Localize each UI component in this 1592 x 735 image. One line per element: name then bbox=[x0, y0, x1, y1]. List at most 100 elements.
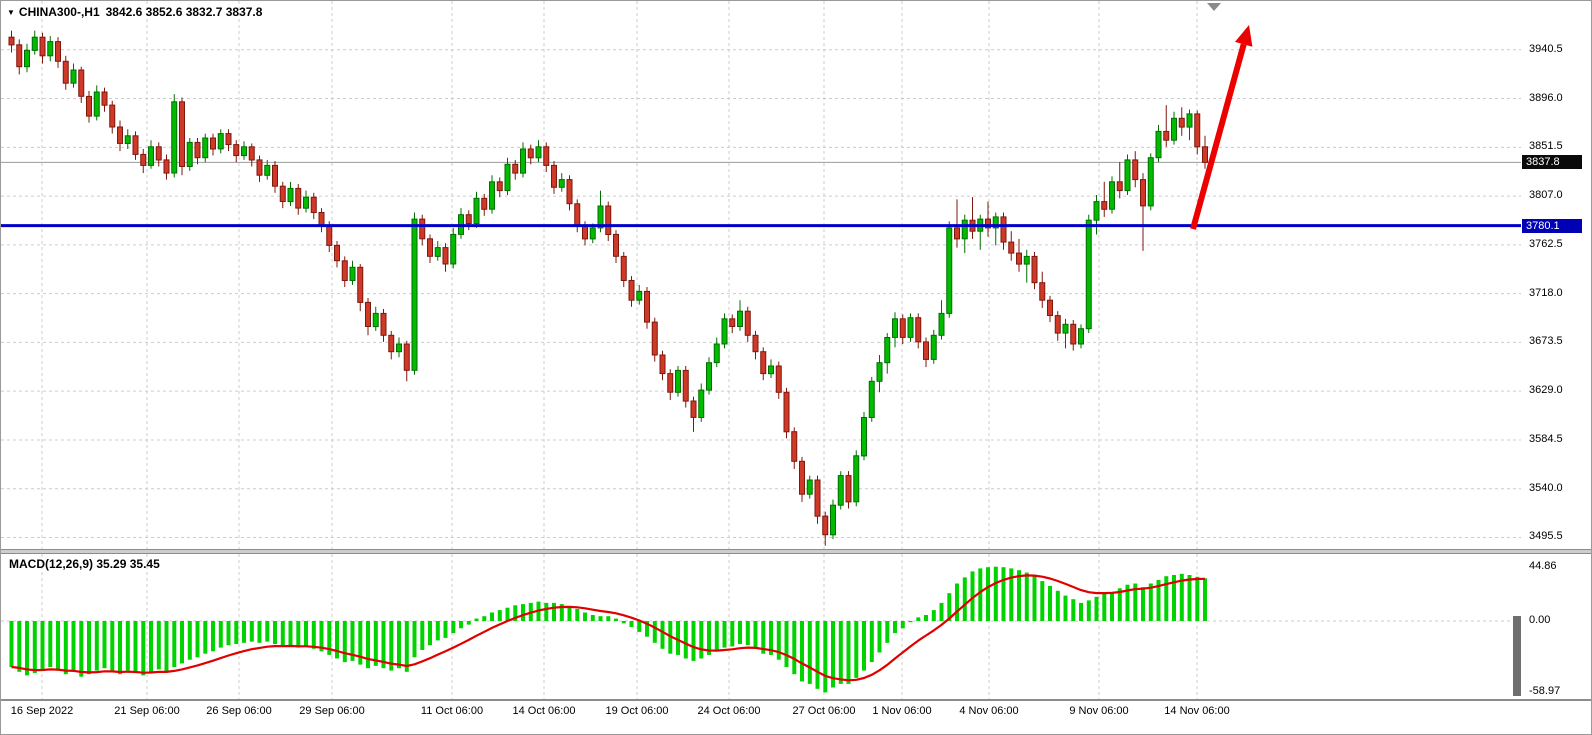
macd-histogram-bar bbox=[590, 615, 595, 621]
candle-body bbox=[1186, 113, 1193, 128]
macd-histogram-bar bbox=[327, 621, 332, 655]
candle-body bbox=[667, 373, 674, 393]
panel-splitter[interactable] bbox=[1, 549, 1591, 554]
macd-histogram-bar bbox=[335, 621, 339, 659]
candle-body bbox=[481, 197, 488, 210]
candle-body bbox=[78, 69, 85, 97]
macd-histogram-bar bbox=[1024, 572, 1029, 621]
macd-histogram-bar bbox=[559, 604, 564, 621]
candle-body bbox=[310, 196, 317, 213]
price-chart-canvas[interactable] bbox=[1, 1, 1521, 549]
macd-histogram-bar bbox=[854, 621, 859, 678]
macd-histogram-bar bbox=[257, 621, 262, 643]
symbol-timeframe-label: CHINA300-,H1 bbox=[18, 5, 100, 19]
time-axis[interactable]: 16 Sep 2022 21 Sep 06:00 26 Sep 06:00 29 Se… bbox=[1, 701, 1591, 734]
price-axis-label: 3495.5 bbox=[1529, 530, 1563, 543]
macd-histogram-bar bbox=[490, 612, 494, 621]
candle-body bbox=[202, 137, 209, 159]
macd-histogram-bar bbox=[900, 621, 905, 629]
macd-histogram-bar bbox=[342, 621, 347, 663]
candle-body bbox=[47, 41, 54, 57]
price-axis-label: 3584.5 bbox=[1529, 432, 1563, 445]
macd-histogram-bar bbox=[1017, 570, 1021, 621]
macd-histogram-bar bbox=[544, 602, 549, 621]
macd-histogram-bar bbox=[63, 621, 68, 675]
candle-body bbox=[504, 163, 511, 192]
macd-indicator-canvas[interactable] bbox=[1, 554, 1521, 699]
macd-histogram-bar bbox=[420, 621, 425, 650]
candle-body bbox=[737, 310, 743, 328]
candle-body bbox=[155, 146, 162, 161]
candle-body bbox=[442, 247, 449, 265]
macd-histogram-bar bbox=[249, 621, 254, 642]
candle-body bbox=[1132, 159, 1139, 181]
candle-body bbox=[620, 255, 627, 281]
macd-histogram-bar bbox=[482, 616, 487, 621]
macd-histogram-bar bbox=[924, 615, 928, 621]
candle-body bbox=[961, 219, 968, 240]
candle-body bbox=[551, 164, 557, 188]
candle-body bbox=[8, 36, 15, 46]
macd-histogram-bar bbox=[722, 621, 727, 648]
candle-body bbox=[884, 337, 891, 364]
macd-histogram-bar bbox=[621, 621, 626, 624]
macd-histogram-bar bbox=[280, 621, 285, 647]
candle-body bbox=[946, 227, 953, 314]
candle-body bbox=[799, 460, 805, 495]
candle-body bbox=[1093, 201, 1100, 221]
candle-body bbox=[760, 351, 767, 375]
candle-body bbox=[357, 266, 364, 303]
last-price-badge: 3837.8 bbox=[1522, 155, 1582, 170]
macd-histogram-bar bbox=[699, 621, 704, 659]
macd-histogram-bar bbox=[102, 621, 107, 669]
trend-arrow-shaft bbox=[1190, 43, 1247, 230]
macd-histogram-bar bbox=[1063, 595, 1068, 621]
candle-body bbox=[923, 341, 929, 360]
macd-histogram-bar bbox=[652, 621, 657, 643]
time-axis-label: 4 Nov 06:00 bbox=[959, 705, 1019, 717]
macd-histogram-bar bbox=[738, 621, 742, 644]
macd-histogram-bar bbox=[947, 593, 952, 621]
candle-body bbox=[465, 214, 472, 224]
macd-histogram-bar bbox=[614, 618, 618, 621]
candle-body bbox=[915, 317, 922, 343]
macd-histogram-bar bbox=[273, 621, 277, 644]
price-axis-label: 3540.0 bbox=[1529, 481, 1563, 494]
macd-histogram-bar bbox=[110, 621, 115, 672]
macd-histogram-bar bbox=[218, 621, 223, 648]
macd-histogram-bar bbox=[606, 616, 611, 621]
macd-histogram-bar bbox=[792, 621, 797, 675]
macd-histogram-bar bbox=[567, 606, 572, 621]
candle-body bbox=[729, 318, 736, 327]
macd-histogram-bar bbox=[1133, 583, 1138, 621]
candle-body bbox=[365, 301, 371, 327]
candle-body bbox=[140, 153, 147, 166]
candle-body bbox=[1031, 255, 1038, 284]
candle-body bbox=[450, 233, 457, 265]
candle-body bbox=[566, 179, 573, 205]
candle-body bbox=[659, 354, 666, 375]
macd-histogram-bar bbox=[1086, 600, 1091, 621]
panel-edge-bar bbox=[1513, 616, 1521, 696]
macd-histogram-bar bbox=[862, 621, 866, 671]
candle-body bbox=[558, 179, 565, 188]
macd-histogram-bar bbox=[784, 621, 789, 667]
macd-histogram-bar bbox=[1125, 584, 1130, 621]
candle-body bbox=[396, 343, 402, 353]
candle-body bbox=[1039, 282, 1046, 301]
candle-body bbox=[210, 137, 216, 150]
macd-histogram-bar bbox=[32, 621, 37, 673]
macd-histogram-bar bbox=[776, 621, 781, 660]
macd-histogram-bar bbox=[1094, 596, 1099, 621]
candle-body bbox=[876, 362, 883, 382]
macd-histogram-bar bbox=[149, 621, 153, 672]
candle-body bbox=[1047, 299, 1053, 317]
macd-histogram-bar bbox=[1032, 576, 1037, 621]
macd-axis[interactable]: 44.86 0.00 -58.97 bbox=[1521, 554, 1591, 699]
candle-body bbox=[248, 146, 255, 161]
macd-histogram-bar bbox=[428, 621, 432, 646]
macd-histogram-bar bbox=[807, 621, 812, 684]
price-axis[interactable]: 3940.5 3896.0 3851.5 3807.0 3762.5 3718.0 3673… bbox=[1521, 1, 1591, 549]
symbol-dropdown-icon[interactable]: ▼ bbox=[7, 8, 15, 17]
